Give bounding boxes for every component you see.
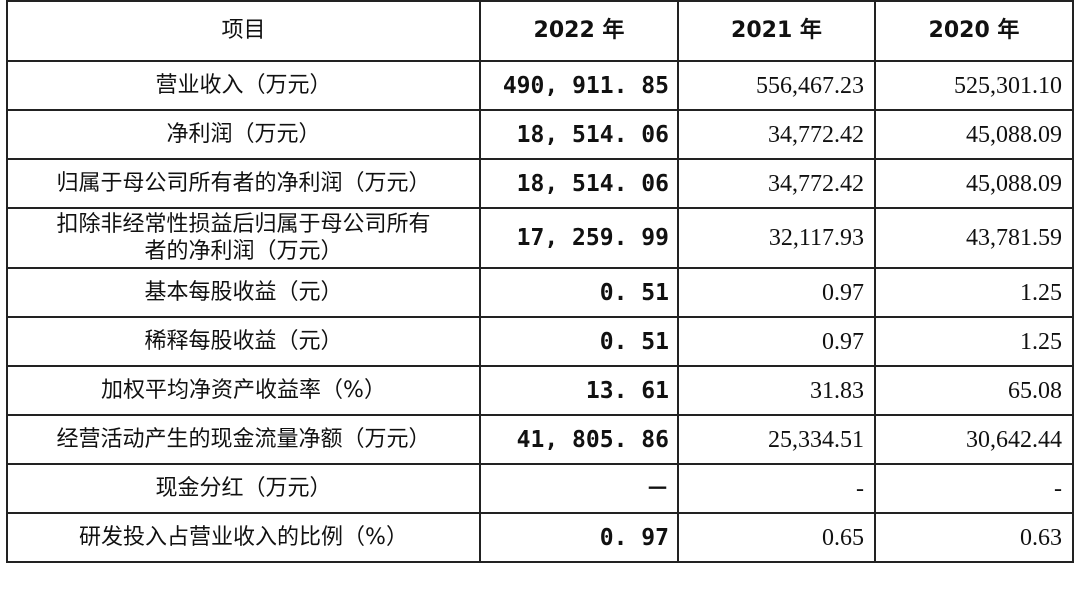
- cell-2020: 45,088.09: [874, 158, 1074, 209]
- table-header-row: 项目 2022 年 2021 年 2020 年: [6, 0, 1074, 62]
- cell-2021: 34,772.42: [677, 109, 876, 160]
- table-row: 经营活动产生的现金流量净额（万元） 41, 805. 86 25,334.51 …: [6, 414, 1074, 465]
- financial-summary-table: 项目 2022 年 2021 年 2020 年 营业收入（万元） 490, 91…: [6, 0, 1074, 563]
- cell-2020: 65.08: [874, 365, 1074, 416]
- row-label: 净利润（万元）: [6, 109, 481, 160]
- header-item: 项目: [6, 0, 481, 62]
- row-label-line-2: 者的净利润（万元）: [144, 239, 343, 264]
- cell-2022: 0. 51: [479, 316, 679, 367]
- cell-2021: 0.97: [677, 316, 876, 367]
- header-2020: 2020 年: [874, 0, 1074, 62]
- cell-2020: 525,301.10: [874, 60, 1074, 111]
- cell-2021: 0.97: [677, 267, 876, 318]
- row-label: 营业收入（万元）: [6, 60, 481, 111]
- cell-2021: 25,334.51: [677, 414, 876, 465]
- cell-2022: 490, 911. 85: [479, 60, 679, 111]
- cell-2020: 1.25: [874, 267, 1074, 318]
- cell-2021: 34,772.42: [677, 158, 876, 209]
- row-label: 研发投入占营业收入的比例（%）: [6, 512, 481, 563]
- cell-2020: 0.63: [874, 512, 1074, 563]
- cell-2020: 1.25: [874, 316, 1074, 367]
- cell-2022: 0. 97: [479, 512, 679, 563]
- table-row: 稀释每股收益（元） 0. 51 0.97 1.25: [6, 316, 1074, 367]
- table-row: 研发投入占营业收入的比例（%） 0. 97 0.65 0.63: [6, 512, 1074, 563]
- table-row: 现金分红（万元） － - -: [6, 463, 1074, 514]
- row-label-line-1: 扣除非经常性损益后归属于母公司所有: [56, 212, 431, 237]
- cell-2021: 31.83: [677, 365, 876, 416]
- cell-2020: 45,088.09: [874, 109, 1074, 160]
- table-row: 基本每股收益（元） 0. 51 0.97 1.25: [6, 267, 1074, 318]
- row-label: 加权平均净资产收益率（%）: [6, 365, 481, 416]
- cell-2021: 556,467.23: [677, 60, 876, 111]
- header-2022: 2022 年: [479, 0, 679, 62]
- cell-2022: 17, 259. 99: [479, 207, 679, 269]
- row-label: 归属于母公司所有者的净利润（万元）: [6, 158, 481, 209]
- cell-2022: 0. 51: [479, 267, 679, 318]
- table-row: 加权平均净资产收益率（%） 13. 61 31.83 65.08: [6, 365, 1074, 416]
- row-label: 扣除非经常性损益后归属于母公司所有 者的净利润（万元）: [6, 207, 481, 269]
- cell-2021: 0.65: [677, 512, 876, 563]
- cell-2022: 13. 61: [479, 365, 679, 416]
- cell-2022: 18, 514. 06: [479, 158, 679, 209]
- cell-2020: 43,781.59: [874, 207, 1074, 269]
- cell-2021: 32,117.93: [677, 207, 876, 269]
- financial-table-container: 项目 2022 年 2021 年 2020 年 营业收入（万元） 490, 91…: [6, 0, 1074, 584]
- table-row: 扣除非经常性损益后归属于母公司所有 者的净利润（万元） 17, 259. 99 …: [6, 207, 1074, 269]
- row-label: 基本每股收益（元）: [6, 267, 481, 318]
- row-label: 稀释每股收益（元）: [6, 316, 481, 367]
- table-row: 净利润（万元） 18, 514. 06 34,772.42 45,088.09: [6, 109, 1074, 160]
- cell-2022: －: [479, 463, 679, 514]
- cell-2020: 30,642.44: [874, 414, 1074, 465]
- cell-2021: -: [677, 463, 876, 514]
- row-label: 经营活动产生的现金流量净额（万元）: [6, 414, 481, 465]
- table-row: 营业收入（万元） 490, 911. 85 556,467.23 525,301…: [6, 60, 1074, 111]
- cell-2020: -: [874, 463, 1074, 514]
- cell-2022: 41, 805. 86: [479, 414, 679, 465]
- header-2021: 2021 年: [677, 0, 876, 62]
- row-label: 现金分红（万元）: [6, 463, 481, 514]
- table-row: 归属于母公司所有者的净利润（万元） 18, 514. 06 34,772.42 …: [6, 158, 1074, 209]
- cell-2022: 18, 514. 06: [479, 109, 679, 160]
